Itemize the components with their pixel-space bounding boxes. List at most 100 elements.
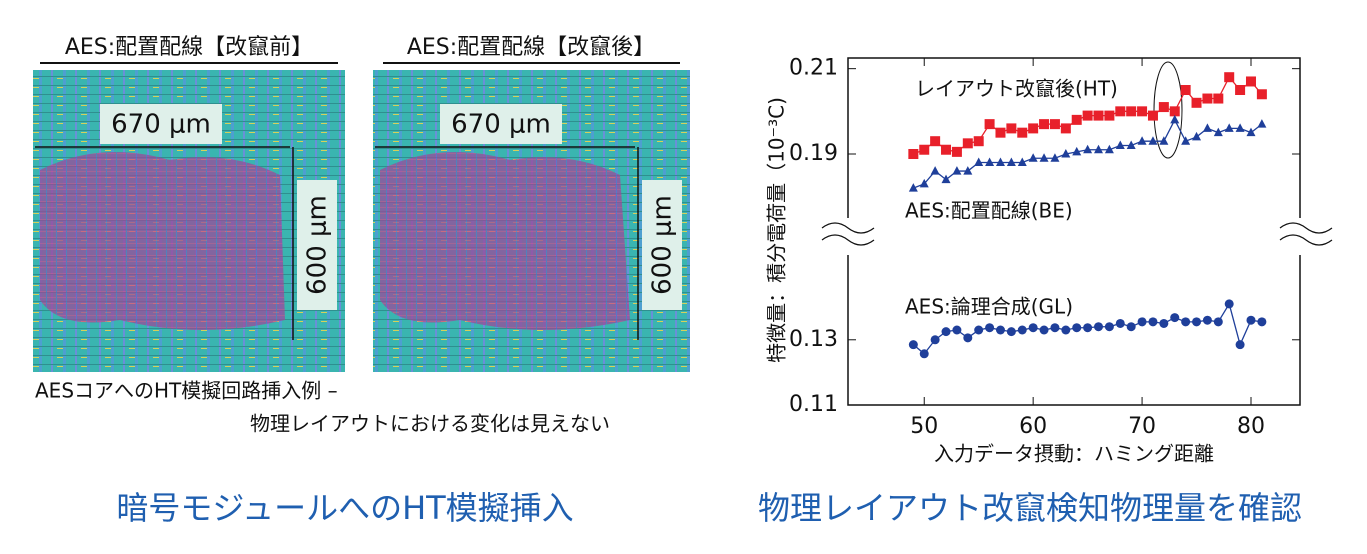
point — [985, 323, 995, 333]
point — [952, 325, 962, 335]
point — [1006, 157, 1016, 167]
highlight-ellipse — [1153, 61, 1183, 159]
point — [1235, 340, 1245, 350]
point — [1170, 114, 1180, 124]
point — [1028, 123, 1039, 134]
point — [951, 146, 962, 157]
point — [1181, 317, 1191, 327]
point — [1245, 76, 1256, 87]
caption: 物理レイアウトにおける変化は見えない — [250, 412, 610, 436]
point — [1060, 123, 1071, 134]
point — [995, 325, 1005, 335]
point — [974, 157, 984, 167]
point — [1202, 93, 1213, 104]
point — [1137, 317, 1147, 327]
point — [941, 327, 951, 337]
caption: AESコアへのHT模擬回路挿入例 – — [35, 379, 338, 403]
point — [1213, 93, 1224, 104]
point — [1028, 153, 1038, 162]
point — [1115, 318, 1125, 328]
point — [1224, 123, 1234, 132]
height-label: 600 μm — [303, 195, 333, 295]
plot-frame — [847, 57, 1301, 406]
point — [1213, 127, 1223, 137]
point — [1028, 323, 1038, 333]
series-label: AES:論理合成(GL) — [905, 295, 1073, 319]
point — [1093, 110, 1104, 121]
point — [1235, 123, 1245, 132]
point — [1104, 144, 1114, 154]
point — [1094, 144, 1104, 154]
point — [1072, 323, 1082, 333]
y-tick-label: 0.19 — [789, 141, 838, 166]
x-axis-label: 入力データ摂動：ハミング距離 — [934, 442, 1214, 466]
width-label: 670 μm — [111, 110, 211, 140]
point — [973, 136, 984, 147]
label-box — [440, 104, 562, 144]
point — [1126, 322, 1136, 332]
point — [1224, 299, 1234, 309]
point — [1049, 119, 1060, 130]
series-label: AES:配置配線(BE) — [905, 199, 1073, 223]
point — [908, 340, 918, 350]
label-box — [297, 180, 337, 310]
point — [1170, 313, 1180, 323]
point — [1191, 97, 1202, 108]
y-tick-label: 0.21 — [789, 56, 838, 81]
width-label: 670 μm — [451, 110, 551, 140]
point — [1083, 323, 1093, 333]
point — [1148, 317, 1158, 327]
x-tick-label: 60 — [1019, 414, 1047, 439]
point — [1246, 127, 1256, 137]
point — [1115, 140, 1125, 149]
y-tick-label: 0.11 — [789, 392, 838, 417]
x-tick-label: 70 — [1128, 414, 1156, 439]
point — [974, 325, 984, 335]
point — [1169, 106, 1180, 117]
point — [1202, 123, 1212, 132]
point — [1115, 106, 1126, 117]
image-titles: AES:配置配線【改竄前】 AES:配置配線【改竄後】 — [40, 35, 680, 64]
point — [1061, 325, 1071, 335]
point — [1094, 322, 1104, 332]
point — [908, 149, 919, 159]
point — [1224, 72, 1235, 83]
point — [1039, 325, 1049, 335]
point — [1017, 325, 1027, 335]
point — [1159, 318, 1169, 328]
y-axis-label: 特徴量：積分電荷量（10⁻³C) — [765, 97, 789, 363]
point — [962, 138, 973, 149]
point — [1071, 114, 1082, 125]
point — [984, 119, 995, 130]
label-box — [642, 180, 682, 310]
point — [1104, 110, 1115, 121]
series-label: レイアウト改竄後(HT) — [915, 77, 1118, 101]
image-title: AES:配置配線【改竄後】 — [407, 35, 655, 60]
point — [963, 333, 973, 343]
point — [930, 136, 941, 147]
point — [1072, 146, 1082, 156]
point — [930, 166, 940, 175]
point — [1039, 153, 1049, 162]
point — [919, 349, 929, 359]
x-tick-label: 50 — [910, 414, 938, 439]
point — [919, 178, 929, 188]
point — [908, 183, 918, 192]
point — [919, 144, 930, 155]
point — [1006, 327, 1016, 337]
dimensions — [35, 146, 639, 340]
point — [1082, 110, 1093, 121]
y-tick-label: 0.13 — [789, 327, 838, 352]
point — [1192, 317, 1202, 327]
heading: 暗号モジュールへのHT模擬挿入 — [116, 489, 573, 527]
point — [1017, 127, 1028, 138]
point — [1083, 144, 1093, 154]
point — [995, 127, 1006, 138]
point — [1180, 85, 1191, 95]
point — [1148, 136, 1158, 145]
point — [1159, 136, 1169, 145]
point — [952, 166, 962, 175]
point — [1137, 106, 1148, 117]
point — [1050, 153, 1060, 162]
